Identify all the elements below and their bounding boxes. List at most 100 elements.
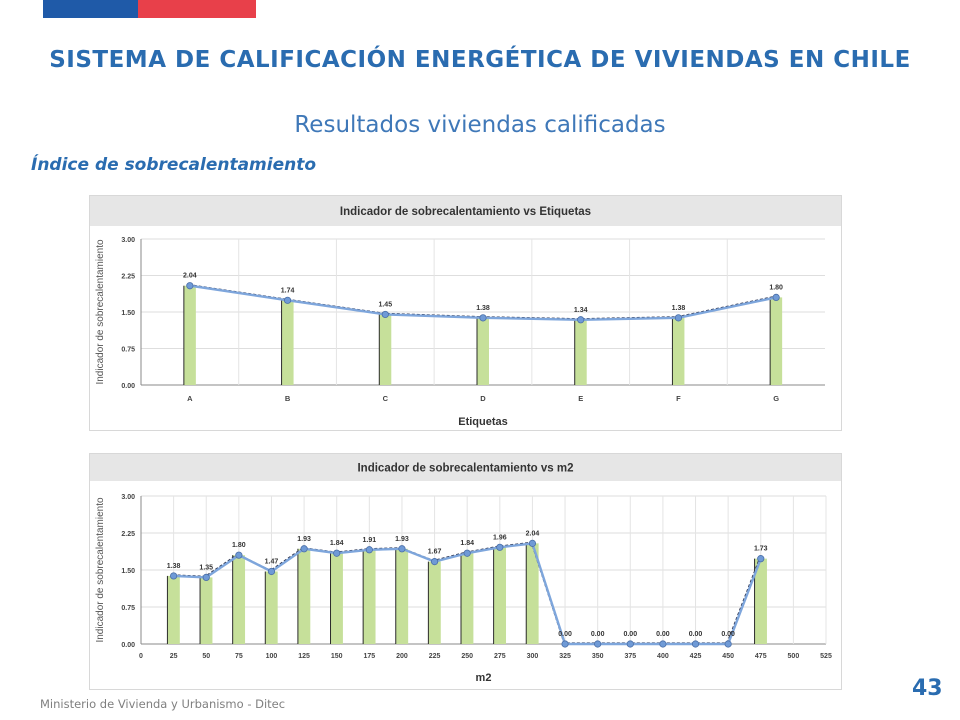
data-label: 0.00	[721, 631, 735, 638]
data-point	[561, 640, 569, 648]
data-point	[659, 640, 667, 648]
bar	[363, 549, 376, 644]
bar	[265, 571, 278, 644]
x-tick-label: 200	[396, 653, 408, 660]
x-tick-label: 400	[657, 653, 669, 660]
data-point	[300, 545, 308, 553]
data-point	[724, 640, 732, 648]
data-label: 1.34	[574, 307, 588, 314]
y-axis-label: Indicador de sobrecalentamiento	[95, 239, 106, 385]
data-point	[577, 316, 585, 324]
bar	[770, 297, 783, 385]
bar	[183, 285, 196, 385]
data-point	[235, 551, 243, 559]
data-label: 1.96	[493, 534, 507, 541]
data-label: 1.38	[476, 305, 490, 312]
x-tick-label: B	[285, 394, 291, 403]
chart-title: Indicador de sobrecalentamiento vs m2	[357, 463, 573, 475]
x-tick-label: 125	[298, 653, 310, 660]
x-tick-label: 350	[592, 653, 604, 660]
x-tick-label: 75	[235, 653, 243, 660]
x-tick-label: 325	[559, 653, 571, 660]
x-tick-label: 100	[266, 653, 278, 660]
y-tick-label: 2.25	[121, 274, 135, 281]
x-tick-label: 375	[624, 653, 636, 660]
data-label: 0.00	[623, 631, 637, 638]
data-label: 2.04	[526, 530, 540, 537]
data-label: 1.74	[281, 287, 295, 294]
series-line-shadow	[188, 284, 776, 320]
bar	[754, 558, 767, 644]
x-tick-label: 250	[461, 653, 473, 660]
data-label: 0.00	[558, 631, 572, 638]
data-point	[398, 545, 406, 553]
bar	[330, 553, 343, 644]
y-tick-label: 0.00	[121, 642, 135, 649]
y-axis-label: Indicador de sobrecalentamiento	[95, 497, 106, 643]
data-point	[381, 310, 389, 319]
data-point	[496, 543, 504, 551]
x-tick-label: 225	[429, 653, 441, 660]
chart-etiquetas: Indicador de sobrecalentamiento vs Etiqu…	[90, 196, 841, 428]
data-label: 1.93	[395, 536, 409, 543]
data-point	[757, 555, 765, 563]
x-tick-label: 25	[170, 653, 178, 660]
data-point	[283, 296, 292, 304]
page-title: SISTEMA DE CALIFICACIÓN ENERGÉTICA DE VI…	[49, 47, 911, 73]
data-label: 0.00	[689, 631, 703, 638]
data-point	[674, 314, 683, 322]
chart-etiquetas-panel: Indicador de sobrecalentamiento vs Etiqu…	[89, 195, 842, 431]
footer-organization: Ministerio de Vivienda y Urbanismo - Dit…	[40, 697, 286, 711]
data-point	[626, 640, 634, 648]
data-label: 0.00	[656, 631, 670, 638]
y-tick-label: 2.25	[121, 531, 135, 538]
x-tick-label: 0	[139, 653, 143, 660]
bar	[281, 300, 294, 385]
data-label: 1.93	[297, 536, 311, 543]
x-tick-label: C	[383, 394, 389, 403]
bar	[672, 317, 685, 385]
x-axis-label: m2	[476, 672, 492, 684]
data-label: 1.38	[167, 563, 181, 570]
data-label: 1.84	[460, 540, 474, 547]
chart-header-band	[90, 454, 841, 481]
data-point	[463, 549, 471, 557]
data-point	[267, 567, 276, 576]
data-label: 1.38	[672, 305, 686, 312]
data-label: 1.73	[754, 546, 768, 553]
bar	[493, 547, 507, 644]
y-tick-label: 0.00	[121, 383, 135, 390]
bar	[232, 555, 246, 644]
flag-red-stripe	[138, 0, 256, 18]
page-number: 43	[912, 676, 943, 701]
bar	[395, 548, 409, 644]
chart-title: Indicador de sobrecalentamiento vs Etiqu…	[340, 206, 591, 218]
x-tick-label: 150	[331, 653, 343, 660]
x-tick-label: 475	[755, 653, 767, 660]
data-point	[528, 539, 537, 547]
bar	[167, 575, 180, 644]
data-point	[365, 546, 373, 554]
y-tick-label: 1.50	[121, 568, 135, 575]
x-axis-label: Etiquetas	[458, 416, 508, 428]
data-label: 1.47	[265, 558, 279, 565]
data-label: 1.67	[428, 549, 442, 556]
section-title: Índice de sobrecalentamiento	[31, 155, 317, 175]
y-tick-label: 0.75	[121, 347, 135, 354]
data-label: 1.84	[330, 540, 344, 547]
chart-header-band	[90, 196, 841, 226]
chart-m2: Indicador de sobrecalentamiento vs m2 Ind…	[90, 454, 841, 684]
bar	[428, 561, 441, 644]
data-point	[691, 640, 700, 648]
data-point	[170, 572, 178, 580]
data-label: 0.00	[591, 631, 605, 638]
y-tick-label: 3.00	[121, 494, 135, 501]
x-tick-label: 175	[363, 653, 375, 660]
x-tick-label: 450	[722, 653, 734, 660]
bar	[477, 317, 489, 385]
data-point	[333, 549, 341, 557]
data-label: 1.45	[378, 301, 392, 308]
x-tick-label: 50	[202, 653, 210, 660]
data-point	[186, 282, 194, 290]
data-point	[202, 573, 210, 582]
